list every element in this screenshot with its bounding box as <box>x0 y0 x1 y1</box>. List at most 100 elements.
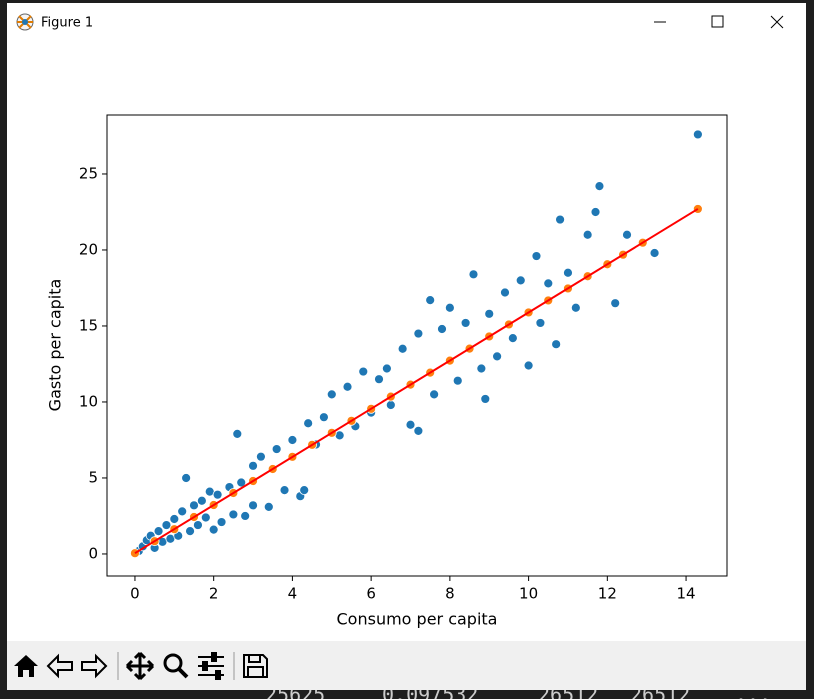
scatter-point <box>200 512 211 523</box>
scatter-point <box>551 339 562 350</box>
scatter-point <box>425 295 436 306</box>
title-bar: Figure 1 <box>16 13 784 31</box>
app-icon <box>16 13 34 31</box>
scatter-point <box>476 363 487 374</box>
scatter-point <box>385 400 396 410</box>
scatter-point <box>397 343 408 354</box>
x-axis-label: Consumo per capita <box>337 610 498 629</box>
scatter-point <box>153 526 164 537</box>
scatter-point <box>555 214 565 225</box>
scatter-point <box>429 389 440 400</box>
scatter-point <box>236 477 247 488</box>
x-tick-label: 4 <box>288 585 298 603</box>
y-tick-label: 15 <box>79 316 98 334</box>
home-button[interactable] <box>14 655 38 677</box>
x-tick-label: 12 <box>598 585 617 603</box>
scatter-point <box>181 473 192 483</box>
scatter-point <box>610 298 621 309</box>
scatter-point <box>460 318 471 328</box>
scatter-point <box>248 460 258 471</box>
scatter-point <box>523 360 534 371</box>
scatter-point <box>563 267 573 278</box>
scatter-point <box>271 444 282 454</box>
scatter-point <box>452 375 463 386</box>
scatter-point <box>582 229 593 240</box>
scatter-point <box>263 501 274 512</box>
x-tick-label: 6 <box>366 585 376 603</box>
scatter-point <box>299 485 310 496</box>
scatter-point <box>570 302 581 313</box>
scatter-point <box>500 287 510 298</box>
y-tick-label: 20 <box>79 240 98 258</box>
scatter-point <box>622 229 632 240</box>
scatter-point <box>531 251 542 261</box>
scatter-point <box>492 351 503 362</box>
regression-line <box>134 208 699 555</box>
scatter-point <box>468 269 479 280</box>
zoom-button[interactable] <box>163 653 189 679</box>
window-title: Figure 1 <box>41 16 93 31</box>
back-button[interactable] <box>46 653 73 679</box>
scatter-point <box>216 517 227 527</box>
scatter-point <box>248 500 258 511</box>
configure-button[interactable] <box>198 652 224 680</box>
scatter-point <box>381 363 392 374</box>
forward-button[interactable] <box>81 653 108 679</box>
y-tick-label: 0 <box>88 544 98 562</box>
scatter-point <box>374 374 384 385</box>
scatter-point <box>342 381 353 392</box>
scatter-point <box>649 248 660 258</box>
toolbar-icons <box>14 651 268 681</box>
x-tick-label: 14 <box>677 585 696 603</box>
scatter-point <box>287 435 298 445</box>
scatter-point <box>303 418 314 429</box>
save-button[interactable] <box>243 654 268 678</box>
axes-frame <box>106 114 728 577</box>
scatter-point <box>193 520 203 530</box>
scatter-point <box>177 506 188 517</box>
scatter-point <box>535 318 546 328</box>
scatter-point <box>413 425 424 436</box>
x-tick-label: 8 <box>445 585 455 603</box>
scatter-point <box>196 495 207 506</box>
scatter-point <box>413 328 424 339</box>
x-tick-label: 10 <box>519 585 538 603</box>
y-axis-label: Gasto per capita <box>46 279 65 412</box>
scatter-point <box>507 333 518 344</box>
plot: 0 2 4 6 8 10 12 14 0 5 10 15 20 25 <box>79 114 728 603</box>
scatter-point <box>161 520 172 530</box>
y-tick-label: 5 <box>88 468 98 486</box>
y-tick-label: 10 <box>79 392 98 410</box>
pan-button[interactable] <box>125 651 155 681</box>
x-tick-label: 2 <box>209 585 219 603</box>
y-tick-label: 25 <box>79 164 98 182</box>
scatter-point <box>594 181 605 192</box>
scatter-point <box>169 514 180 524</box>
maximize-button[interactable] <box>711 15 724 28</box>
scatter-point <box>437 324 447 334</box>
close-button[interactable] <box>770 15 784 29</box>
scatter-point <box>208 524 219 535</box>
scatter-point <box>480 394 491 404</box>
scatter-point <box>405 419 416 430</box>
scatter-point <box>358 366 369 377</box>
scatter-point <box>444 302 455 313</box>
scatter-point <box>256 451 266 462</box>
scatter-point <box>326 389 337 400</box>
scatter-point <box>692 129 703 140</box>
scatter-point <box>319 412 329 423</box>
scatter-point <box>279 485 290 496</box>
x-tick-label: 0 <box>130 585 140 603</box>
scatter-point <box>543 278 554 289</box>
scatter-point <box>212 489 223 500</box>
scatter-point <box>240 511 251 521</box>
scatter-point <box>228 509 239 520</box>
scatter-point <box>189 500 199 511</box>
scatter-point <box>515 275 526 286</box>
scatter-point <box>590 207 601 217</box>
scatter-point <box>185 526 195 537</box>
scatter-point <box>484 308 495 319</box>
scatter-point <box>232 428 243 439</box>
